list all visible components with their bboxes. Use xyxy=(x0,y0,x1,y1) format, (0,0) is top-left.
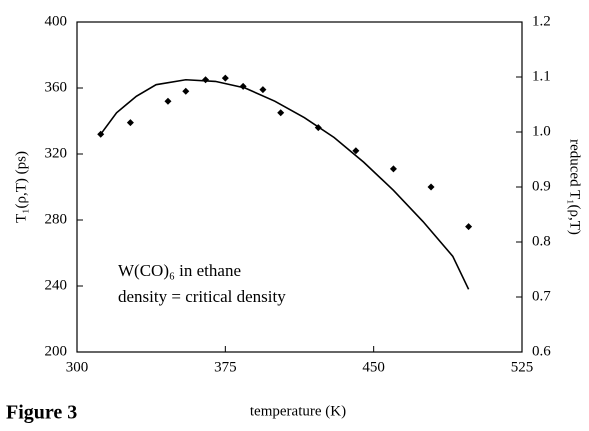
x-axis-label: temperature (K) xyxy=(250,403,346,419)
data-point xyxy=(202,76,210,84)
y-tick-label: 280 xyxy=(45,211,68,227)
data-point xyxy=(314,124,322,132)
y2-tick-label: 1.1 xyxy=(532,68,551,84)
data-point xyxy=(259,86,267,94)
data-point xyxy=(182,87,190,95)
y-tick-label: 400 xyxy=(45,13,68,29)
x-tick-label: 525 xyxy=(511,359,534,375)
data-point xyxy=(389,165,397,173)
y2-tick-label: 0.7 xyxy=(532,288,551,304)
y2-tick-label: 0.8 xyxy=(532,233,551,249)
y2-axis-label: reduced T₁(ρ,T) xyxy=(567,139,583,235)
y2-tick-label: 1.2 xyxy=(532,13,551,29)
data-point xyxy=(239,82,247,90)
x-tick-label: 450 xyxy=(362,359,385,375)
data-point xyxy=(97,130,105,138)
data-point xyxy=(126,119,134,127)
y2-tick-label: 0.9 xyxy=(532,178,551,194)
y2-tick-label: 0.6 xyxy=(532,343,551,359)
data-point xyxy=(277,109,285,117)
data-point xyxy=(427,183,435,191)
x-tick-label: 300 xyxy=(66,359,89,375)
data-point xyxy=(164,97,172,105)
data-point xyxy=(221,74,229,82)
annotation: density = critical density xyxy=(118,287,286,306)
annotation: W(CO)₆ in ethane xyxy=(118,261,241,280)
data-point xyxy=(352,147,360,155)
y-tick-label: 320 xyxy=(45,145,68,161)
data-point xyxy=(465,223,473,231)
y2-tick-label: 1.0 xyxy=(532,123,551,139)
x-tick-label: 375 xyxy=(214,359,237,375)
y-axis-label: T₁(ρ,T) (ps) xyxy=(13,151,29,223)
caption: Figure 3 xyxy=(6,402,77,424)
y-tick-label: 240 xyxy=(45,277,68,293)
curve xyxy=(100,78,470,290)
y-tick-label: 200 xyxy=(45,343,68,359)
y-tick-label: 360 xyxy=(45,79,68,95)
